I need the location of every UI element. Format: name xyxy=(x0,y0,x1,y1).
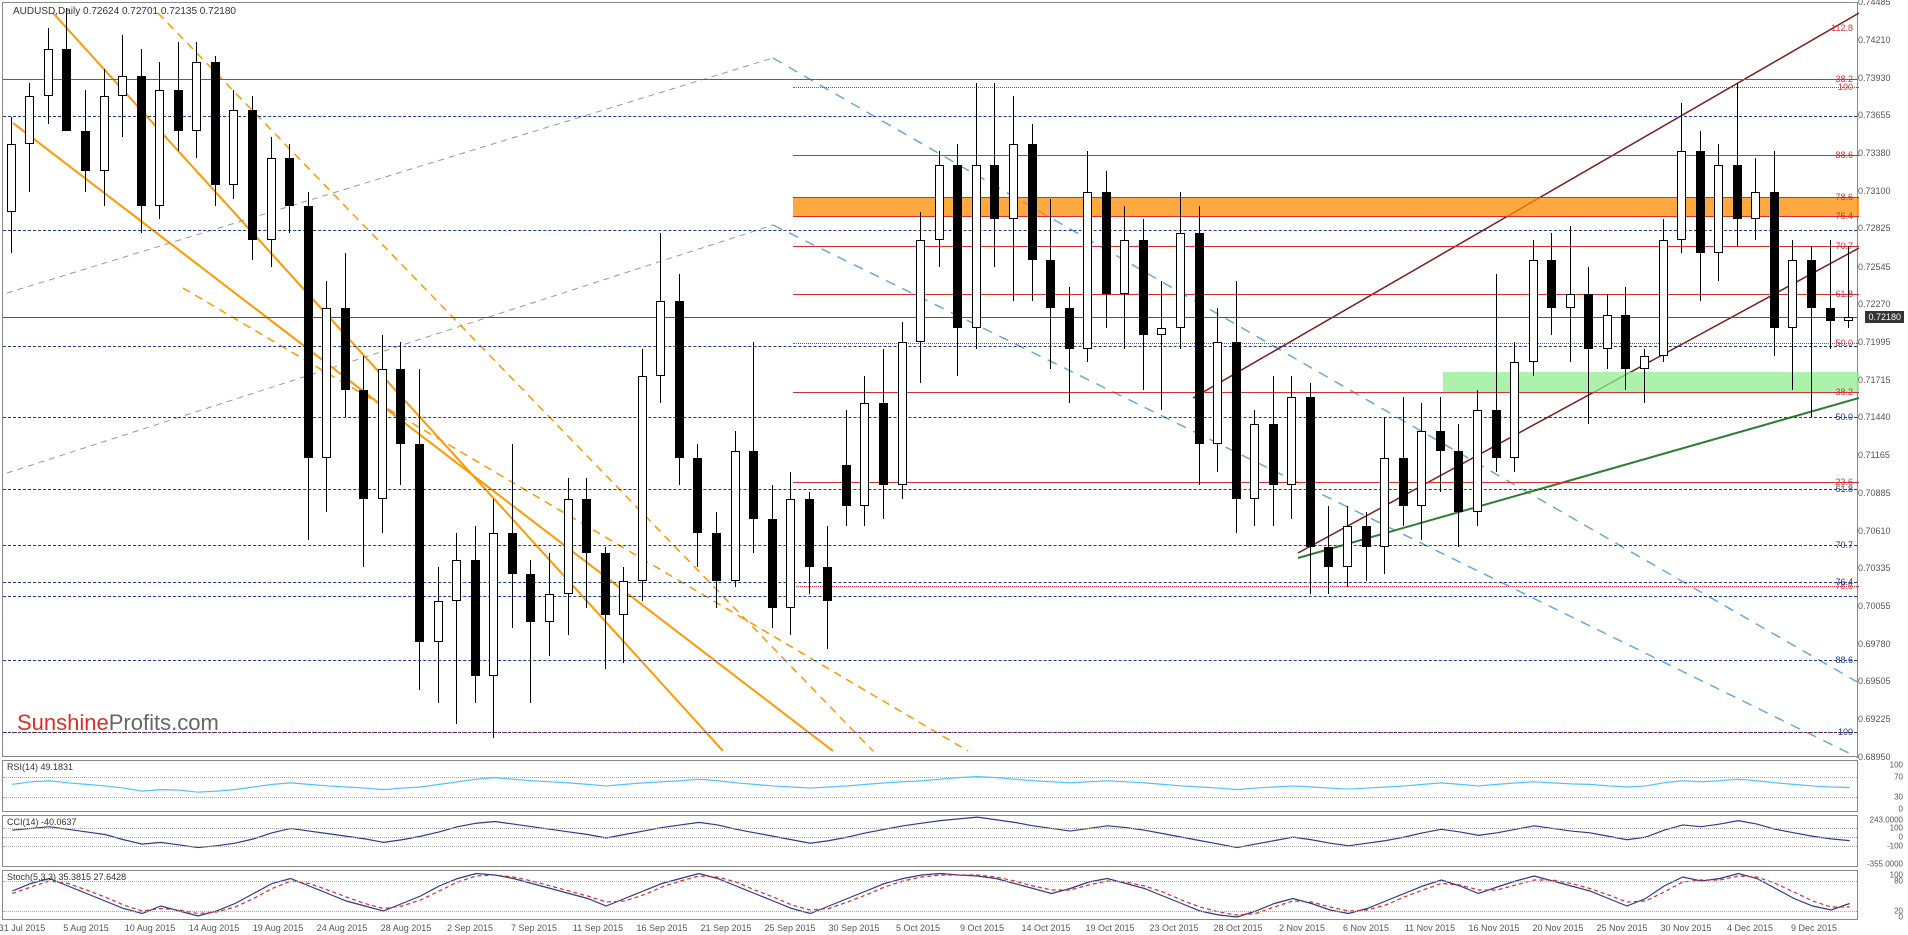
fib-label: 70.7 xyxy=(1835,540,1853,550)
watermark: SunshineProfits.com xyxy=(17,710,219,736)
time-tick: 6 Nov 2015 xyxy=(1343,923,1389,933)
price-tick: 0.70335 xyxy=(1858,563,1904,573)
time-tick: 25 Sep 2015 xyxy=(764,923,815,933)
price-tick: 0.72825 xyxy=(1858,223,1904,233)
time-tick: 21 Sep 2015 xyxy=(700,923,751,933)
time-tick: 7 Sep 2015 xyxy=(511,923,557,933)
price-tick: 0.70055 xyxy=(1858,601,1904,611)
time-tick: 19 Aug 2015 xyxy=(253,923,304,933)
time-tick: 16 Nov 2015 xyxy=(1468,923,1519,933)
fib-label: 78.6 xyxy=(1835,192,1853,202)
price-tick: 0.69505 xyxy=(1858,676,1904,686)
price-tick: 0.73100 xyxy=(1858,186,1904,196)
time-tick: 2 Sep 2015 xyxy=(447,923,493,933)
rsi-panel[interactable]: RSI(14) 49.1831 30701000 xyxy=(2,760,1858,812)
price-tick: 0.73655 xyxy=(1858,110,1904,120)
rsi-label: RSI(14) 49.1831 xyxy=(7,762,73,772)
time-tick: 4 Dec 2015 xyxy=(1727,923,1773,933)
fib-label: 88.6 xyxy=(1835,150,1853,160)
time-tick: 31 Jul 2015 xyxy=(0,923,45,933)
time-tick: 14 Aug 2015 xyxy=(189,923,240,933)
price-tick: 0.70885 xyxy=(1858,488,1904,498)
time-tick: 25 Nov 2015 xyxy=(1596,923,1647,933)
time-tick: 23 Oct 2015 xyxy=(1149,923,1198,933)
time-tick: 30 Nov 2015 xyxy=(1660,923,1711,933)
price-tick: 0.74485 xyxy=(1858,0,1904,7)
fib-label: 50.0 xyxy=(1835,412,1853,422)
chart-title: AUDUSD,Daily 0.72624 0.72701 0.72135 0.7… xyxy=(13,6,236,17)
cci-label: CCI(14) -40.0637 xyxy=(7,817,77,827)
stoch-panel[interactable]: Stoch(5,3,3) 35.3815 27.6428 20801000 xyxy=(2,870,1858,920)
time-tick: 9 Oct 2015 xyxy=(960,923,1004,933)
time-tick: 20 Nov 2015 xyxy=(1532,923,1583,933)
fib-label: 61.8 xyxy=(1835,289,1853,299)
time-tick: 24 Aug 2015 xyxy=(317,923,368,933)
price-tick: 0.74210 xyxy=(1858,35,1904,45)
cci-panel[interactable]: CCI(14) -40.0637 -1000100243.0000-355.00… xyxy=(2,815,1858,867)
fib-label: 88.6 xyxy=(1835,655,1853,665)
fib-label: 76.4 xyxy=(1835,577,1853,587)
cci-svg xyxy=(3,816,1859,868)
price-tick: 0.72545 xyxy=(1858,262,1904,272)
time-tick: 28 Aug 2015 xyxy=(381,923,432,933)
price-tick: 0.73380 xyxy=(1858,148,1904,158)
price-tick: 0.71165 xyxy=(1858,450,1904,460)
price-tick: 0.71715 xyxy=(1858,375,1904,385)
price-tick: 0.70610 xyxy=(1858,526,1904,536)
stoch-label: Stoch(5,3,3) 35.3815 27.6428 xyxy=(7,872,126,882)
price-tick: 0.71995 xyxy=(1858,337,1904,347)
time-tick: 5 Aug 2015 xyxy=(63,923,109,933)
price-zone xyxy=(1443,372,1859,392)
time-tick: 16 Sep 2015 xyxy=(636,923,687,933)
price-tick: 0.71440 xyxy=(1858,412,1904,422)
time-axis: 31 Jul 2015 5 Aug 2015 10 Aug 2015 14 Aug 2… xyxy=(2,921,1858,933)
time-tick: 11 Sep 2015 xyxy=(573,923,623,933)
price-tick: 0.72270 xyxy=(1858,299,1904,309)
fib-label: 76.4 xyxy=(1835,211,1853,221)
time-tick: 30 Sep 2015 xyxy=(828,923,879,933)
time-tick: 9 Dec 2015 xyxy=(1791,923,1837,933)
fib-label: 100 xyxy=(1838,727,1853,737)
current-price-label: 0.72180 xyxy=(1865,311,1904,323)
fib-label: 38.2 xyxy=(1835,387,1853,397)
time-tick: 2 Nov 2015 xyxy=(1279,923,1325,933)
time-tick: 19 Oct 2015 xyxy=(1085,923,1134,933)
fib-label: 100 xyxy=(1838,82,1853,92)
price-axis: 0.74485 0.74210 0.73930 0.73655 0.73380 0.731… xyxy=(1858,2,1906,757)
price-tick: 0.69225 xyxy=(1858,714,1904,724)
price-tick: 0.69780 xyxy=(1858,639,1904,649)
rsi-svg xyxy=(3,761,1859,813)
time-tick: 5 Oct 2015 xyxy=(896,923,940,933)
time-tick: 28 Oct 2015 xyxy=(1213,923,1262,933)
fib-label: 61.8 xyxy=(1835,484,1853,494)
time-tick: 10 Aug 2015 xyxy=(125,923,176,933)
price-tick: 0.73930 xyxy=(1858,73,1904,83)
stoch-svg xyxy=(3,871,1859,921)
time-tick: 14 Oct 2015 xyxy=(1021,923,1070,933)
fib-label: 70.7 xyxy=(1835,241,1853,251)
main-price-chart[interactable]: AUDUSD,Daily 0.72624 0.72701 0.72135 0.7… xyxy=(2,2,1858,757)
time-tick: 11 Nov 2015 xyxy=(1405,923,1455,933)
